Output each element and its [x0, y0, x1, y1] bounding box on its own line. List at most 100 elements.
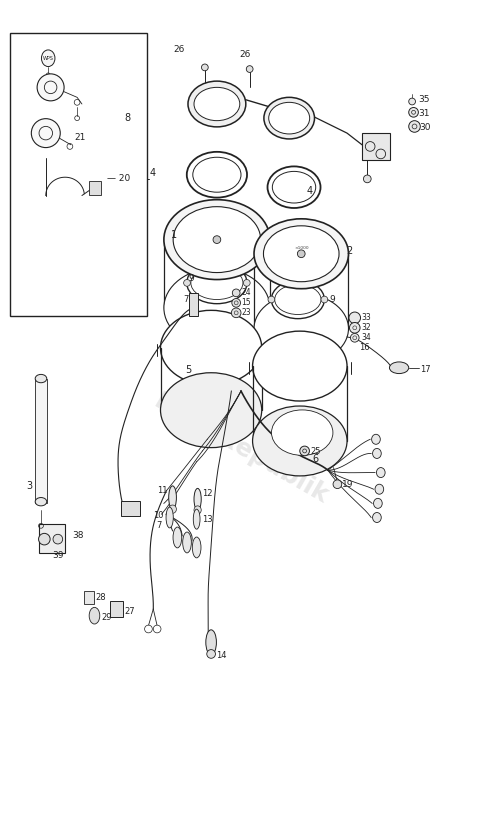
Text: 9: 9 [188, 275, 194, 283]
Circle shape [300, 446, 309, 456]
Ellipse shape [187, 151, 247, 197]
Circle shape [243, 280, 250, 286]
Circle shape [297, 250, 305, 258]
Bar [10, 33, 147, 316]
Text: 14: 14 [216, 651, 227, 660]
Text: 13: 13 [202, 516, 213, 524]
Circle shape [39, 533, 50, 545]
Ellipse shape [173, 527, 182, 547]
Ellipse shape [193, 509, 200, 529]
Bar [39, 524, 65, 553]
Ellipse shape [375, 484, 384, 494]
Circle shape [350, 334, 359, 342]
Circle shape [231, 308, 241, 318]
Ellipse shape [373, 448, 381, 458]
Text: 26: 26 [239, 50, 251, 58]
Ellipse shape [373, 513, 381, 522]
Circle shape [145, 625, 152, 633]
Ellipse shape [374, 498, 382, 508]
Circle shape [184, 280, 190, 286]
Ellipse shape [183, 532, 191, 553]
Ellipse shape [254, 219, 348, 289]
Ellipse shape [271, 410, 333, 455]
Text: 27: 27 [124, 607, 135, 616]
Ellipse shape [166, 508, 174, 527]
Text: 11: 11 [157, 487, 168, 495]
Ellipse shape [194, 506, 201, 514]
Text: 23: 23 [241, 309, 251, 317]
Circle shape [53, 534, 63, 544]
Ellipse shape [161, 310, 262, 385]
Circle shape [201, 64, 208, 71]
Ellipse shape [372, 434, 380, 444]
Text: 7: 7 [156, 522, 161, 530]
Text: 17: 17 [420, 365, 431, 374]
Ellipse shape [41, 50, 55, 67]
Circle shape [363, 175, 371, 183]
Text: 38: 38 [72, 532, 84, 540]
Ellipse shape [169, 505, 176, 513]
Ellipse shape [164, 200, 270, 280]
Ellipse shape [206, 630, 216, 655]
Text: ×1000
rpm: ×1000 rpm [294, 246, 308, 255]
Text: 15: 15 [241, 299, 251, 307]
Text: 7: 7 [183, 295, 188, 304]
Circle shape [246, 66, 253, 72]
Text: 12: 12 [202, 489, 213, 498]
Ellipse shape [268, 102, 309, 134]
Text: 16: 16 [359, 344, 370, 352]
Ellipse shape [389, 362, 409, 374]
Text: 8: 8 [124, 113, 131, 123]
Ellipse shape [264, 97, 314, 139]
Text: 4: 4 [307, 186, 313, 196]
Text: 28: 28 [95, 593, 106, 602]
Ellipse shape [187, 262, 247, 304]
Bar [189, 293, 198, 316]
Text: 32: 32 [362, 324, 371, 332]
Ellipse shape [164, 268, 270, 348]
Text: 9: 9 [329, 295, 335, 304]
Ellipse shape [271, 280, 324, 319]
Text: 5: 5 [186, 365, 192, 375]
Bar [110, 601, 123, 617]
Circle shape [333, 480, 342, 488]
Ellipse shape [253, 331, 347, 401]
Text: 1: 1 [171, 230, 177, 240]
Ellipse shape [35, 374, 47, 383]
Text: 25: 25 [310, 448, 321, 456]
Bar [84, 591, 94, 604]
Text: 3: 3 [27, 481, 33, 491]
Circle shape [268, 296, 275, 303]
Circle shape [349, 323, 360, 333]
Text: 34: 34 [362, 334, 371, 342]
Text: 19: 19 [342, 480, 354, 488]
Text: 29: 29 [101, 613, 112, 622]
Ellipse shape [89, 607, 100, 624]
Circle shape [37, 74, 64, 101]
Ellipse shape [268, 166, 321, 208]
Text: 26: 26 [174, 46, 185, 54]
Text: 4: 4 [149, 168, 156, 178]
Ellipse shape [264, 225, 339, 282]
Text: — 20: — 20 [107, 175, 130, 183]
Text: PartsRepublik: PartsRepublik [149, 389, 333, 509]
Circle shape [409, 107, 418, 117]
Ellipse shape [169, 486, 176, 509]
Circle shape [321, 296, 328, 303]
Ellipse shape [376, 468, 385, 478]
Ellipse shape [173, 206, 261, 273]
Circle shape [213, 235, 221, 244]
Circle shape [349, 312, 361, 324]
Text: 21: 21 [75, 133, 86, 141]
Text: 39: 39 [52, 552, 64, 560]
Bar [120, 501, 140, 516]
Text: 30: 30 [419, 123, 431, 131]
Ellipse shape [192, 537, 201, 557]
Bar [35, 379, 47, 503]
Circle shape [409, 98, 415, 105]
Text: WPS: WPS [43, 56, 54, 61]
Ellipse shape [194, 87, 240, 121]
Ellipse shape [253, 406, 347, 476]
Ellipse shape [188, 81, 246, 127]
Ellipse shape [35, 498, 47, 506]
